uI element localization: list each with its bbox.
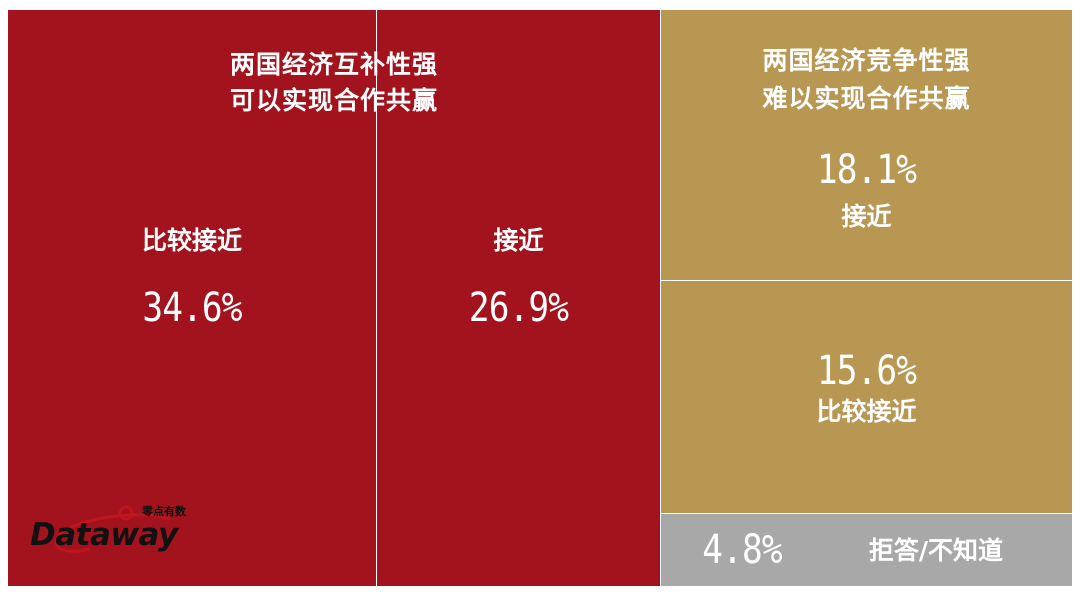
tile-competitive-very-close: 15.6% 比较接近: [661, 281, 1072, 513]
group-title-complementary: 两国经济互补性强 可以实现合作共赢: [8, 46, 660, 126]
dataway-logo: Dataway 零点有数: [30, 503, 205, 563]
tile-complementary-close: 比较接近 34.6%: [8, 10, 376, 586]
group-title-line-2: 难以实现合作共赢: [762, 84, 971, 113]
tile-label: 接近: [841, 202, 892, 231]
tile-value: 18.1%: [816, 147, 917, 193]
group-title-line-1: 两国经济互补性强: [229, 50, 438, 79]
tile-complementary-very-close: 接近 26.9%: [377, 10, 660, 586]
tile-label: 比较接近: [816, 397, 917, 426]
logo-swoosh-icon: [54, 505, 171, 553]
tile-label: 比较接近: [141, 226, 242, 255]
tile-value: 26.9%: [468, 285, 569, 331]
group-title-line-2: 可以实现合作共赢: [229, 86, 438, 115]
tile-label: 接近: [493, 226, 544, 255]
tile-label: 拒答/不知道: [868, 536, 1004, 565]
tile-refused-unknown: 4.8% 拒答/不知道: [661, 514, 1072, 586]
logo-chinese: 零点有数: [142, 505, 186, 518]
tile-value: 15.6%: [816, 348, 917, 394]
tile-value: 34.6%: [142, 285, 242, 331]
group-title-line-1: 两国经济竞争性强: [762, 46, 971, 75]
tile-value: 4.8%: [702, 527, 782, 573]
logo-wordmark: Dataway: [30, 517, 178, 553]
tile-competitive-close: 两国经济竞争性强 难以实现合作共赢 18.1% 接近: [661, 10, 1072, 280]
